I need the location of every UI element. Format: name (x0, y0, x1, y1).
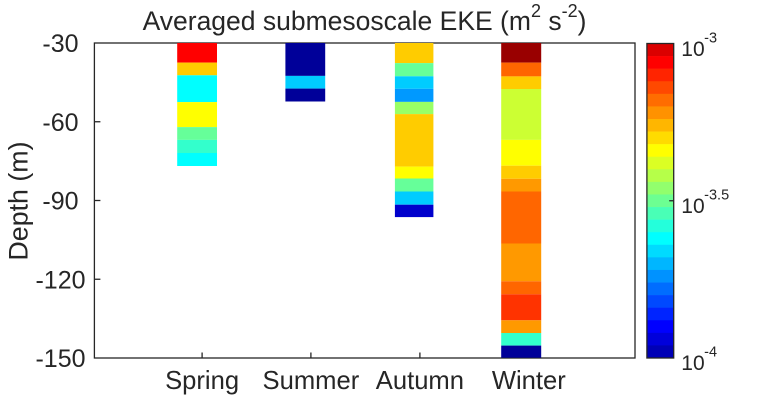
svg-text:-60: -60 (42, 109, 78, 137)
svg-text:Summer: Summer (263, 367, 360, 395)
svg-text:Spring: Spring (165, 367, 239, 395)
svg-text:-120: -120 (35, 266, 85, 294)
svg-text:Averaged submesoscale EKE (m2: Averaged submesoscale EKE (m2 s-2) (143, 1, 587, 36)
svg-text:Winter: Winter (492, 367, 566, 395)
svg-text:Autumn: Autumn (376, 367, 464, 395)
svg-text:-150: -150 (35, 345, 85, 373)
svg-text:-30: -30 (42, 30, 78, 58)
svg-text:-90: -90 (42, 188, 78, 216)
svg-text:Depth (m): Depth (m) (4, 141, 34, 260)
